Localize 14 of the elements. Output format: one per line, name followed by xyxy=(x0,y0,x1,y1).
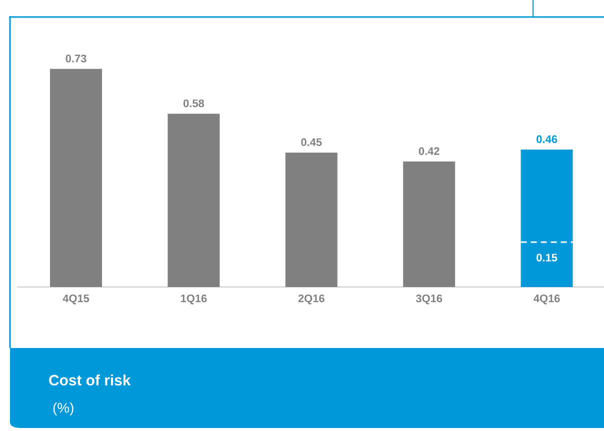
x-tick-label: 4Q15 xyxy=(62,294,90,304)
x-tick-label: 2Q16 xyxy=(298,294,324,304)
bar xyxy=(520,150,573,287)
data-label: 0.73 xyxy=(66,54,86,62)
ref-line-label: 0.15 xyxy=(536,254,558,262)
x-tick-label: 3Q16 xyxy=(416,294,442,304)
text: Cost of risk xyxy=(49,374,131,386)
data-label: 0.46 xyxy=(536,135,558,144)
x-tick-label: 1Q16 xyxy=(180,294,207,304)
text: (%) xyxy=(53,402,74,416)
data-label: 0.45 xyxy=(301,138,322,146)
x-tick-label: 4Q16 xyxy=(534,294,560,304)
data-label: 0.58 xyxy=(183,99,204,108)
data-label: 0.42 xyxy=(418,147,440,156)
